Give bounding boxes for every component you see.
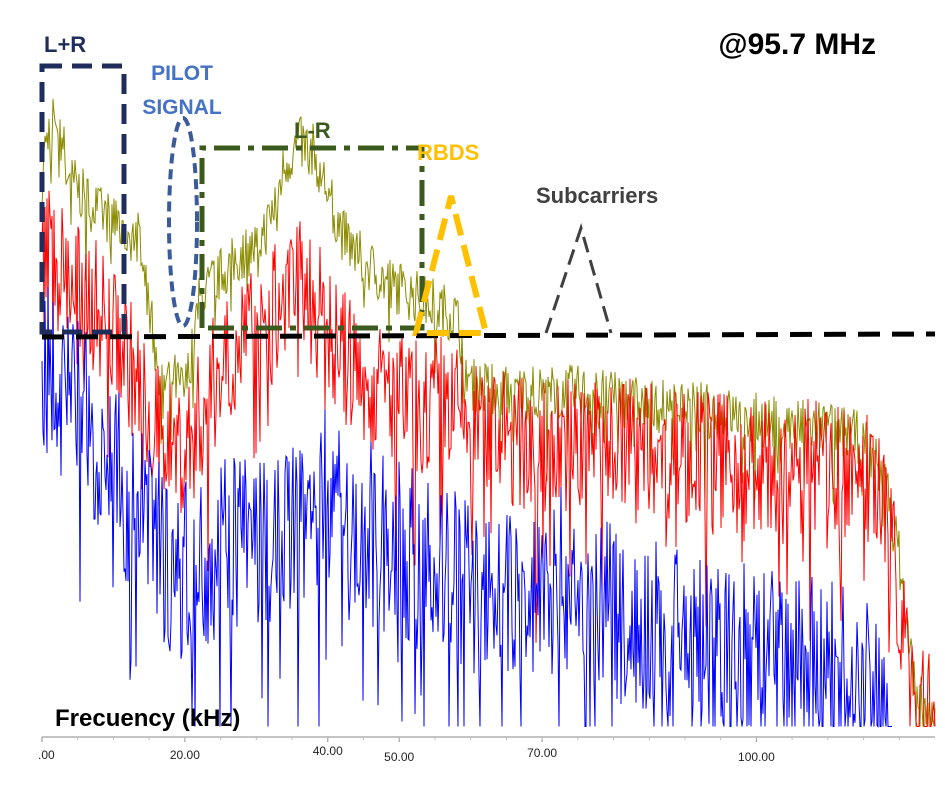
annotation-rbds: RBDS bbox=[417, 140, 479, 165]
chart-title: @95.7 MHz bbox=[718, 28, 876, 61]
x-tick-label: 40.00 bbox=[313, 744, 343, 758]
annotation-pilot-line2: SIGNAL bbox=[142, 96, 222, 119]
x-tick-label: 20.00 bbox=[170, 748, 200, 762]
series-layer bbox=[41, 98, 936, 728]
x-tick-label: 70.00 bbox=[527, 746, 557, 760]
series-line-2 bbox=[41, 190, 936, 727]
pilot-signal-ellipse bbox=[167, 116, 199, 328]
series-line-3 bbox=[41, 286, 892, 728]
reference-line bbox=[41, 331, 936, 340]
rbds-triangle bbox=[412, 195, 490, 336]
x-tick-label: 50.00 bbox=[384, 750, 414, 764]
x-axis-ticks: .00 20.00 40.00 50.00 70.00 100.00 bbox=[38, 737, 900, 764]
annotation-pilot-line1: PILOT bbox=[151, 62, 213, 85]
annotation-subcarriers: Subcarriers bbox=[536, 183, 658, 208]
series-line-1 bbox=[41, 98, 936, 727]
annotation-l-minus-r: L-R bbox=[294, 118, 331, 143]
l-minus-r-box bbox=[199, 145, 425, 331]
l-plus-r-box bbox=[39, 63, 127, 335]
x-tick-label: 100.00 bbox=[738, 750, 775, 764]
x-axis-label: Frecuency (kHz) bbox=[55, 705, 240, 732]
x-tick-label: .00 bbox=[38, 748, 55, 762]
annotation-l-plus-r: L+R bbox=[44, 32, 86, 57]
subcarriers-triangle bbox=[544, 222, 613, 334]
